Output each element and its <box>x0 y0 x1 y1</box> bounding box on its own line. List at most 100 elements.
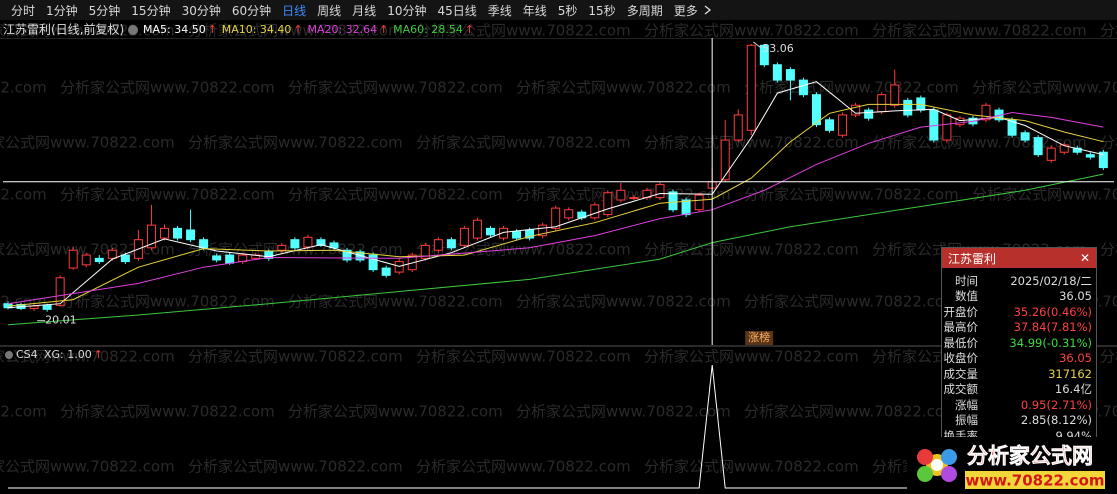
watermark: 分析家公式网www.70822.com <box>416 348 631 366</box>
info-value: 36.05 <box>1059 351 1092 366</box>
legend-entry: MA5: 34.50 <box>143 23 206 36</box>
period-tab[interactable]: 10分钟 <box>387 3 427 18</box>
period-tab[interactable]: 15分钟 <box>131 3 171 18</box>
watermark: 分析家公式网www.70822.com <box>188 348 403 366</box>
candle-body <box>146 224 156 249</box>
watermark: 分析家公式网www.70822.com <box>744 293 959 311</box>
candle-body <box>159 227 169 239</box>
close-button[interactable]: ✕ <box>1079 251 1090 265</box>
watermark: 分析家公式网www.70822.com <box>0 458 175 476</box>
candle-body <box>94 257 104 263</box>
logo: 分析家公式网 www.70822.com <box>907 437 1117 494</box>
candle-body <box>694 194 704 211</box>
candle-body <box>655 184 665 199</box>
period-tab[interactable]: 更多 <box>673 3 698 18</box>
candle-body <box>225 254 235 264</box>
info-value: 2.85(8.12%) <box>1020 413 1092 428</box>
watermark: 分析家公式网www.70822.com <box>1100 134 1117 152</box>
period-tab[interactable]: 多周期 <box>626 3 663 18</box>
legend-entry: MA10: 34.40 <box>222 23 292 36</box>
info-value: 317162 <box>1048 366 1092 381</box>
info-label: 数值 <box>955 289 978 304</box>
title-menu-icon <box>128 25 138 35</box>
candle-body <box>981 104 991 121</box>
candle-body <box>538 224 548 237</box>
watermark: 分析家公式网www.70822.com <box>0 186 47 204</box>
info-value: 37.84(7.81%) <box>1013 320 1092 335</box>
candle-body <box>29 305 39 310</box>
candle-body <box>446 239 456 249</box>
period-tab[interactable]: 1分钟 <box>46 3 78 18</box>
period-tab[interactable]: 5秒 <box>557 3 578 18</box>
info-value: 2025/02/18/二 <box>1010 273 1092 288</box>
watermark: 分析家公式网www.70822.com <box>1100 348 1117 366</box>
watermark: 分析家公式网www.70822.com <box>288 79 503 97</box>
watermark: 分析家公式网www.70822.com <box>872 134 1087 152</box>
period-tab[interactable]: 分时 <box>11 3 36 18</box>
period-tab[interactable]: 年线 <box>522 3 547 18</box>
ma-line <box>7 173 1104 326</box>
period-tab[interactable]: 日线 <box>282 3 307 18</box>
period-tab[interactable]: 5分钟 <box>88 3 121 18</box>
info-row: 最低价 34.99(-0.31%) <box>942 335 1096 351</box>
toolbar: 分时 1分钟 5分钟 15分钟 30分钟 60分钟 日线 周线 月线 10分钟 45日线 季线 年线 5秒… <box>0 0 1117 20</box>
watermark: 分析家公式网www.70822.com <box>516 79 731 97</box>
info-label: 最高价 <box>943 320 979 335</box>
watermark: 分析家公式网www.70822.com <box>288 186 503 204</box>
period-tab[interactable]: 45日线 <box>437 3 477 18</box>
watermark: 分析家公式网www.70822.com <box>288 293 503 311</box>
period-tab[interactable]: 60分钟 <box>231 3 272 18</box>
candle-body <box>68 249 78 269</box>
candle-body <box>472 219 482 239</box>
period-tab[interactable]: 季线 <box>487 3 512 18</box>
info-panel-title: 江苏雷利 <box>948 251 997 266</box>
watermark: 分析家公式网www.70822.com <box>744 403 959 421</box>
period-tab[interactable]: 月线 <box>352 3 377 18</box>
watermark: 分析家公式网www.70822.com <box>644 22 859 40</box>
low-label: 20.01 <box>45 314 76 327</box>
candle-body <box>798 79 808 96</box>
period-tab[interactable]: 15秒 <box>588 3 616 18</box>
indicator-label: XG: 1.00 <box>44 348 92 361</box>
watermark: 分析家公式网www.70822.com <box>644 348 859 366</box>
period-tab[interactable]: 周线 <box>317 3 342 18</box>
watermark: 分析家公式网www.70822.com <box>872 22 1087 40</box>
indicator-arrow: ↑ <box>94 348 103 361</box>
high-arrow <box>752 41 762 49</box>
tag-label: 涨榜 <box>748 330 770 344</box>
candle-body <box>1059 144 1069 153</box>
watermark: 分析家公式网www.70822.com <box>0 79 47 97</box>
watermark: 分析家公式网www.70822.com <box>1100 22 1117 40</box>
watermark: 分析家公式网www.70822.com <box>644 241 859 259</box>
watermark: 分析家公式网www.70822.com <box>744 186 959 204</box>
info-label: 振幅 <box>955 413 978 428</box>
watermark: 分析家公式网www.70822.com <box>188 22 403 40</box>
info-rows: 时间 2025/02/18/二 数值 36.05 开盘价 35.26(0.46%) 最高价 3… <box>942 268 1096 444</box>
watermark: 分析家公式网www.70822.com <box>644 458 859 476</box>
watermark: 分析家公式网www.70822.com <box>416 22 631 40</box>
candle-body <box>499 227 509 239</box>
candle-body <box>903 99 913 116</box>
more-chevron[interactable] <box>702 4 714 16</box>
ma-line <box>7 103 1104 307</box>
candle-body <box>942 114 952 141</box>
candle-body <box>1007 119 1017 136</box>
info-panel-header: 江苏雷利 ✕ <box>942 248 1096 268</box>
candle-body <box>212 255 222 261</box>
info-label: 收盘价 <box>943 351 979 366</box>
candle-body <box>955 117 965 126</box>
candle-body <box>42 304 52 310</box>
info-row: 涨幅 0.95(2.71%) <box>942 397 1096 413</box>
legend-arrow: ↑ <box>208 23 217 36</box>
info-value: 16.4亿 <box>1054 382 1092 397</box>
watermark: 分析家公式网www.70822.com <box>288 403 503 421</box>
candle-body <box>199 239 209 249</box>
candle-body <box>877 94 887 113</box>
watermark: 分析家公式网www.70822.com <box>416 458 631 476</box>
watermark: 分析家公式网www.70822.com <box>188 134 403 152</box>
candle-body <box>733 114 743 141</box>
period-tab[interactable]: 30分钟 <box>181 3 221 18</box>
indicator-title: CS4 <box>16 348 38 361</box>
info-row: 时间 2025/02/18/二 <box>942 273 1096 289</box>
logo-graphic: 分析家公式网 www.70822.com <box>917 444 1105 490</box>
